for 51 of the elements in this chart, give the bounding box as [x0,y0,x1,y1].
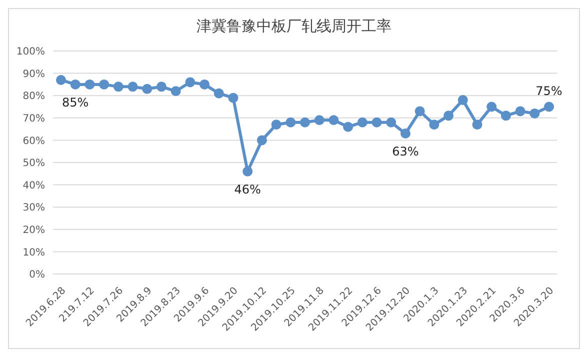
point [372,117,382,128]
point [314,115,324,126]
point [444,110,454,121]
point [500,110,511,121]
point [256,135,267,146]
point [84,79,95,90]
point [99,79,110,90]
point [228,92,238,103]
point [414,106,425,116]
y-tick-label: 60% [22,136,45,147]
point [386,117,396,128]
y-tick-label: 70% [22,113,45,124]
point [515,106,526,116]
point [70,79,80,90]
point [343,122,354,132]
y-tick-label: 100% [16,46,45,58]
y-tick-label: 30% [22,202,45,214]
y-tick-label: 80% [22,91,45,102]
point [357,117,368,128]
chart-title: 津冀鲁豫中板厂轧线周开工率 [196,16,392,37]
point [113,82,124,92]
y-tick-label: 0% [29,270,45,281]
point [156,82,166,92]
y-tick-label: 90% [22,68,45,80]
data-label: 85% [62,95,89,110]
point [242,166,253,176]
point [429,120,440,130]
point [286,117,296,128]
point [271,120,282,130]
point [472,120,482,130]
y-tick-label: 20% [22,224,45,236]
point [56,74,66,85]
y-tick-label: 10% [22,247,45,258]
point [458,95,468,106]
point [142,84,152,94]
point [544,102,554,112]
point [170,86,181,96]
data-label: 75% [536,84,562,98]
data-label: 46% [234,182,261,196]
point [128,82,138,92]
point [214,88,224,98]
data-label: 63% [392,144,419,159]
point [530,108,540,118]
point [328,115,339,126]
point [200,79,210,90]
point [486,102,497,112]
point [185,77,196,88]
point [400,128,410,139]
y-tick-label: 40% [22,180,45,192]
y-tick-label: 50% [22,158,45,170]
point [300,117,310,128]
